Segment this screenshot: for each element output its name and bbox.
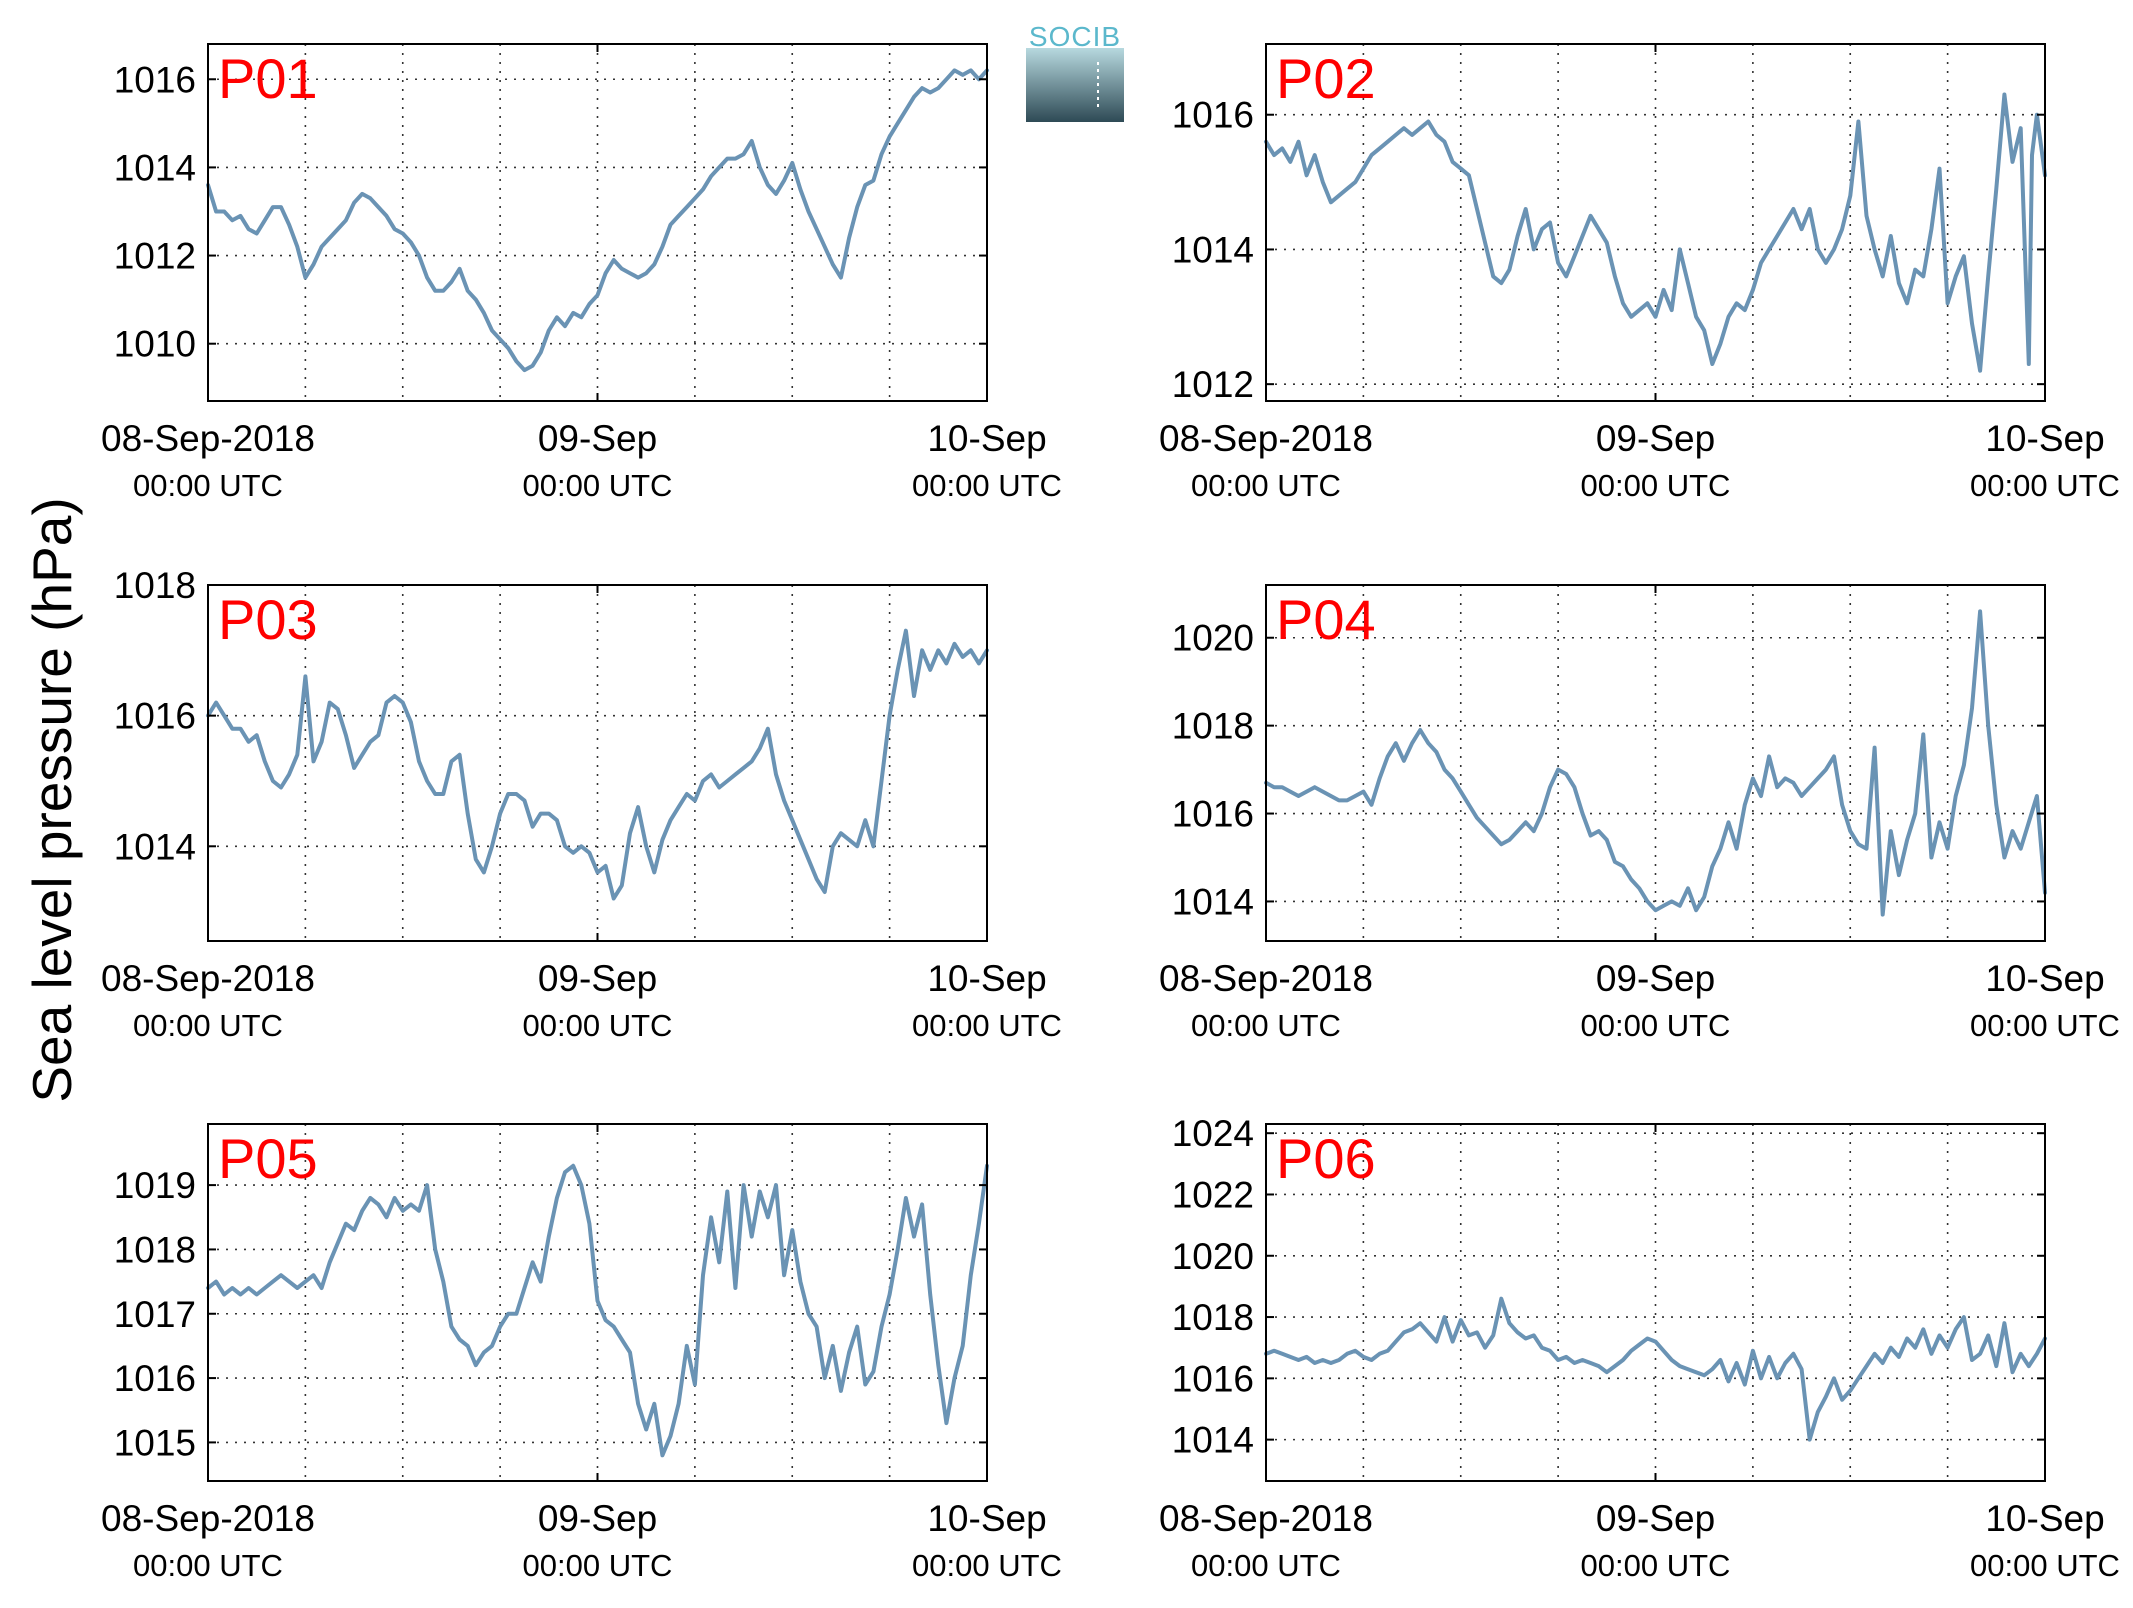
y-tick-label: 1014 — [1172, 881, 1254, 922]
x-tick-label-time: 00:00 UTC — [1970, 1008, 2120, 1043]
y-tick-label: 1018 — [1172, 706, 1254, 747]
y-tick-label: 1017 — [114, 1294, 196, 1335]
panel-p06: 1014 1016 1018 1020 1022 1024 08-Sep-2018 00:00… — [1159, 1113, 2120, 1583]
y-tick-label: 1019 — [114, 1165, 196, 1206]
x-tick-label-date: 08-Sep-2018 — [1159, 1498, 1373, 1539]
y-tick-label: 1020 — [1172, 1236, 1254, 1277]
x-tick-label-date: 09-Sep — [538, 958, 657, 999]
x-tick-label-time: 00:00 UTC — [1191, 1008, 1341, 1043]
panel-label: P02 — [1276, 47, 1376, 110]
x-tick-label-time: 00:00 UTC — [1970, 468, 2120, 503]
y-tick-label: 1018 — [1172, 1297, 1254, 1338]
y-tick-label: 1016 — [1172, 1358, 1254, 1399]
series-line — [206, 68, 989, 373]
x-tick-label-date: 08-Sep-2018 — [1159, 958, 1373, 999]
panel-label: P05 — [218, 1127, 318, 1190]
x-tick-label-date: 08-Sep-2018 — [101, 958, 315, 999]
panel-p02: 1012 1014 1016 08-Sep-2018 00:00 UTC 09-Sep 00… — [1159, 43, 2120, 503]
x-tick-label-time: 00:00 UTC — [1581, 1548, 1731, 1583]
x-tick-label-date: 09-Sep — [1596, 1498, 1715, 1539]
y-tick-label: 1012 — [114, 236, 196, 277]
x-tick-label-date: 10-Sep — [927, 418, 1046, 459]
series-line — [1264, 92, 2047, 373]
x-tick-label-time: 00:00 UTC — [1581, 468, 1731, 503]
y-tick-label: 1018 — [114, 1229, 196, 1270]
x-tick-label-date: 08-Sep-2018 — [101, 418, 315, 459]
x-tick-label-date: 09-Sep — [1596, 958, 1715, 999]
x-tick-label-time: 00:00 UTC — [1970, 1548, 2120, 1583]
x-tick-label-date: 10-Sep — [927, 1498, 1046, 1539]
series-line — [206, 628, 989, 901]
x-tick-label-time: 00:00 UTC — [1191, 468, 1341, 503]
plot-area — [1266, 1124, 2045, 1481]
x-tick-label-date: 09-Sep — [538, 1498, 657, 1539]
series-line — [206, 1163, 989, 1458]
x-tick-label-time: 00:00 UTC — [1581, 1008, 1731, 1043]
plot-area — [208, 44, 987, 401]
plot-area — [208, 585, 987, 941]
series-line — [1264, 1296, 2047, 1442]
y-tick-label: 1012 — [1172, 364, 1254, 405]
panels: 1010 1012 1014 1016 08-Sep-2018 00:00 UTC 09-S… — [101, 43, 2120, 1583]
socib-logo-text: SOCIB — [1029, 21, 1121, 52]
panel-p03: 1014 1016 1018 08-Sep-2018 00:00 UTC 09-Sep 00… — [101, 565, 1062, 1043]
y-tick-label: 1015 — [114, 1422, 196, 1463]
x-tick-label-time: 00:00 UTC — [133, 468, 283, 503]
panel-p05: 1015 1016 1017 1018 1019 08-Sep-2018 00:00 UTC… — [101, 1123, 1062, 1583]
plot-area — [1266, 44, 2045, 401]
x-tick-label-time: 00:00 UTC — [912, 468, 1062, 503]
series-line — [1264, 609, 2047, 917]
socib-logo-icon: SOCIB — [1026, 21, 1124, 122]
x-tick-label-time: 00:00 UTC — [133, 1008, 283, 1043]
x-tick-label-time: 00:00 UTC — [133, 1548, 283, 1583]
x-tick-label-date: 09-Sep — [538, 418, 657, 459]
x-tick-label-date: 10-Sep — [1985, 1498, 2104, 1539]
x-tick-label-date: 09-Sep — [1596, 418, 1715, 459]
plot-area — [1266, 585, 2045, 941]
x-tick-label-time: 00:00 UTC — [912, 1008, 1062, 1043]
y-tick-label: 1016 — [1172, 794, 1254, 835]
y-tick-label: 1014 — [114, 826, 196, 867]
x-tick-label-date: 08-Sep-2018 — [1159, 418, 1373, 459]
y-tick-label: 1016 — [1172, 95, 1254, 136]
panel-p04: 1014 1016 1018 1020 08-Sep-2018 00:00 UTC 09-S… — [1159, 584, 2120, 1043]
x-tick-label-date: 08-Sep-2018 — [101, 1498, 315, 1539]
x-tick-label-time: 00:00 UTC — [523, 1548, 673, 1583]
y-tick-label: 1016 — [114, 1358, 196, 1399]
y-tick-label: 1010 — [114, 324, 196, 365]
y-tick-label: 1016 — [114, 59, 196, 100]
y-tick-label: 1014 — [1172, 229, 1254, 270]
y-tick-label: 1014 — [114, 147, 196, 188]
y-tick-label: 1024 — [1172, 1113, 1254, 1154]
y-tick-label: 1020 — [1172, 618, 1254, 659]
x-tick-label-time: 00:00 UTC — [523, 468, 673, 503]
y-tick-label: 1018 — [114, 565, 196, 606]
x-tick-label-time: 00:00 UTC — [912, 1548, 1062, 1583]
x-tick-label-date: 10-Sep — [927, 958, 1046, 999]
panel-p01: 1010 1012 1014 1016 08-Sep-2018 00:00 UTC 09-S… — [101, 43, 1062, 503]
x-tick-label-date: 10-Sep — [1985, 418, 2104, 459]
panel-label: P01 — [218, 47, 318, 110]
y-tick-label: 1022 — [1172, 1174, 1254, 1215]
panel-label: P03 — [218, 588, 318, 651]
x-tick-label-time: 00:00 UTC — [1191, 1548, 1341, 1583]
panel-label: P04 — [1276, 588, 1376, 651]
x-tick-label-date: 10-Sep — [1985, 958, 2104, 999]
x-tick-label-time: 00:00 UTC — [523, 1008, 673, 1043]
y-tick-label: 1014 — [1172, 1420, 1254, 1461]
y-axis-label: Sea level pressure (hPa) — [21, 497, 83, 1102]
panel-label: P06 — [1276, 1127, 1376, 1190]
y-tick-label: 1016 — [114, 696, 196, 737]
